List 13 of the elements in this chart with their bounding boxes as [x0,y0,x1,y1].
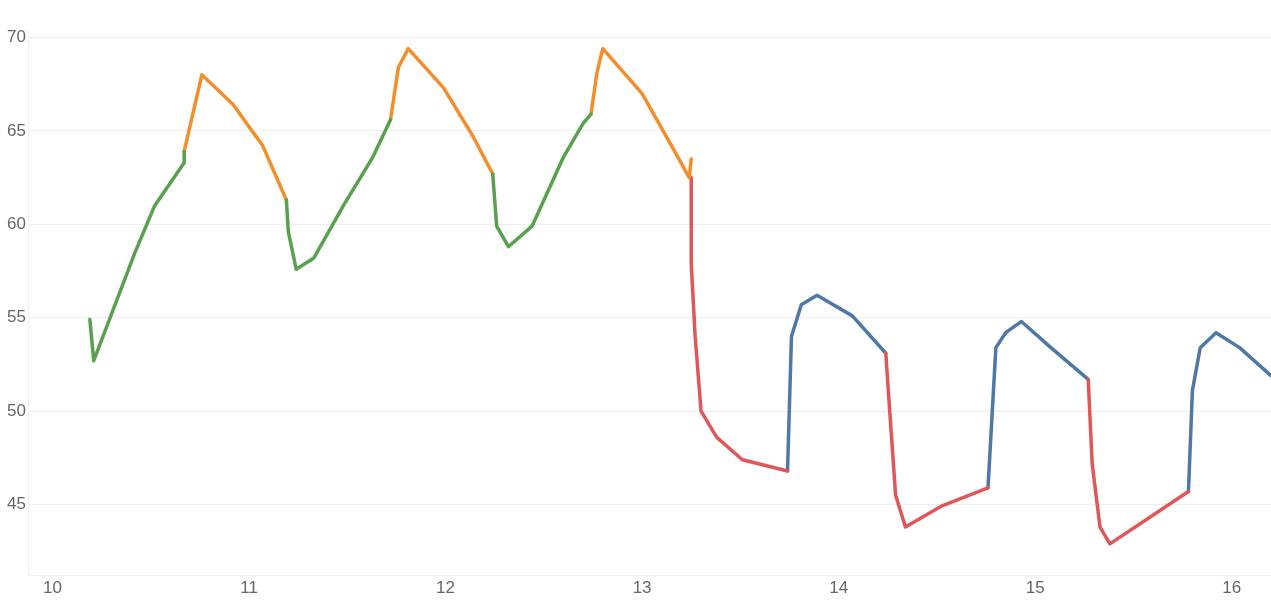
x-tick-label: 13 [632,578,652,598]
x-tick-label: 10 [43,578,62,598]
x-tick-label: 14 [829,578,849,598]
x-tick-label: 12 [436,578,456,598]
y-tick-label: 60 [6,214,26,234]
y-tick-label: 45 [6,494,26,514]
y-tick-label: 55 [6,307,26,327]
x-tick-label: 15 [1025,578,1045,598]
y-tick-label: 65 [6,120,26,140]
x-tick-label: 16 [1222,578,1242,598]
y-tick-label: 50 [6,400,26,420]
y-tick-label: 70 [6,27,26,47]
x-tick-label: 11 [240,578,258,598]
